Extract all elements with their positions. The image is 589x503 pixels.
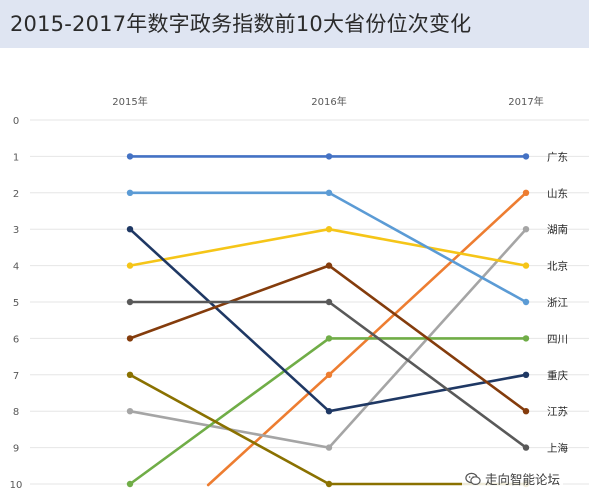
x-axis-labels: 2015年 2016年 2017年: [112, 95, 543, 108]
y-tick-label: 2: [13, 189, 19, 200]
province-label: 湖南: [547, 223, 568, 236]
data-point: [325, 480, 333, 488]
y-tick-label: 6: [13, 334, 19, 345]
province-label: 上海: [547, 442, 568, 455]
x-tick-label: 2015年: [112, 95, 147, 108]
y-tick-label: 5: [13, 298, 19, 309]
y-tick-label: 9: [13, 444, 19, 455]
data-point: [126, 226, 134, 233]
data-point: [522, 226, 530, 233]
province-label: 山东: [547, 187, 568, 200]
title-bar: 2015-2017年数字政务指数前10大省份位次变化: [0, 0, 589, 48]
data-point: [126, 371, 134, 378]
data-point: [522, 298, 530, 306]
data-point: [522, 444, 530, 451]
y-tick-label: 0: [13, 116, 19, 127]
province-label: 浙江: [547, 297, 568, 309]
y-tick-label: 4: [13, 262, 19, 273]
province-label: 北京: [547, 260, 568, 273]
data-point: [325, 226, 333, 233]
series-lines: [126, 153, 530, 488]
x-tick-label: 2016年: [311, 95, 346, 108]
y-tick-label: 10: [10, 480, 23, 491]
data-point: [325, 298, 333, 306]
data-point: [522, 335, 530, 342]
data-point: [522, 408, 530, 415]
y-axis-labels: 0 1 2 3 4 5 6 7 8 9 10: [10, 116, 23, 491]
data-point: [522, 371, 530, 378]
data-point: [522, 153, 530, 160]
data-point: [325, 335, 333, 342]
province-label: 广东: [547, 150, 568, 163]
data-point: [126, 298, 134, 306]
watermark-text: 走向智能论坛: [485, 472, 561, 487]
province-label: 四川: [547, 333, 568, 345]
data-point: [126, 262, 134, 269]
data-point: [522, 262, 530, 269]
chart-title: 2015-2017年数字政务指数前10大省份位次变化: [10, 12, 472, 36]
data-point: [126, 408, 134, 415]
data-point: [126, 153, 134, 160]
x-tick-label: 2017年: [508, 95, 543, 108]
data-point: [325, 153, 333, 160]
data-point: [325, 262, 333, 269]
y-tick-label: 8: [13, 407, 19, 418]
data-point: [522, 189, 530, 196]
y-tick-label: 7: [13, 371, 19, 382]
data-point: [126, 335, 134, 342]
watermark: 走向智能论坛: [462, 468, 564, 489]
data-point: [126, 480, 134, 488]
province-label: 重庆: [547, 369, 568, 382]
y-tick-label: 1: [13, 152, 19, 163]
province-label: 江苏: [547, 405, 568, 418]
data-point: [325, 189, 333, 196]
data-point: [325, 371, 333, 378]
y-tick-label: 3: [13, 225, 19, 236]
data-point: [325, 444, 333, 451]
data-point: [325, 408, 333, 415]
wechat-icon: [465, 472, 481, 485]
series-line: [128, 227, 528, 413]
data-point: [126, 189, 134, 196]
